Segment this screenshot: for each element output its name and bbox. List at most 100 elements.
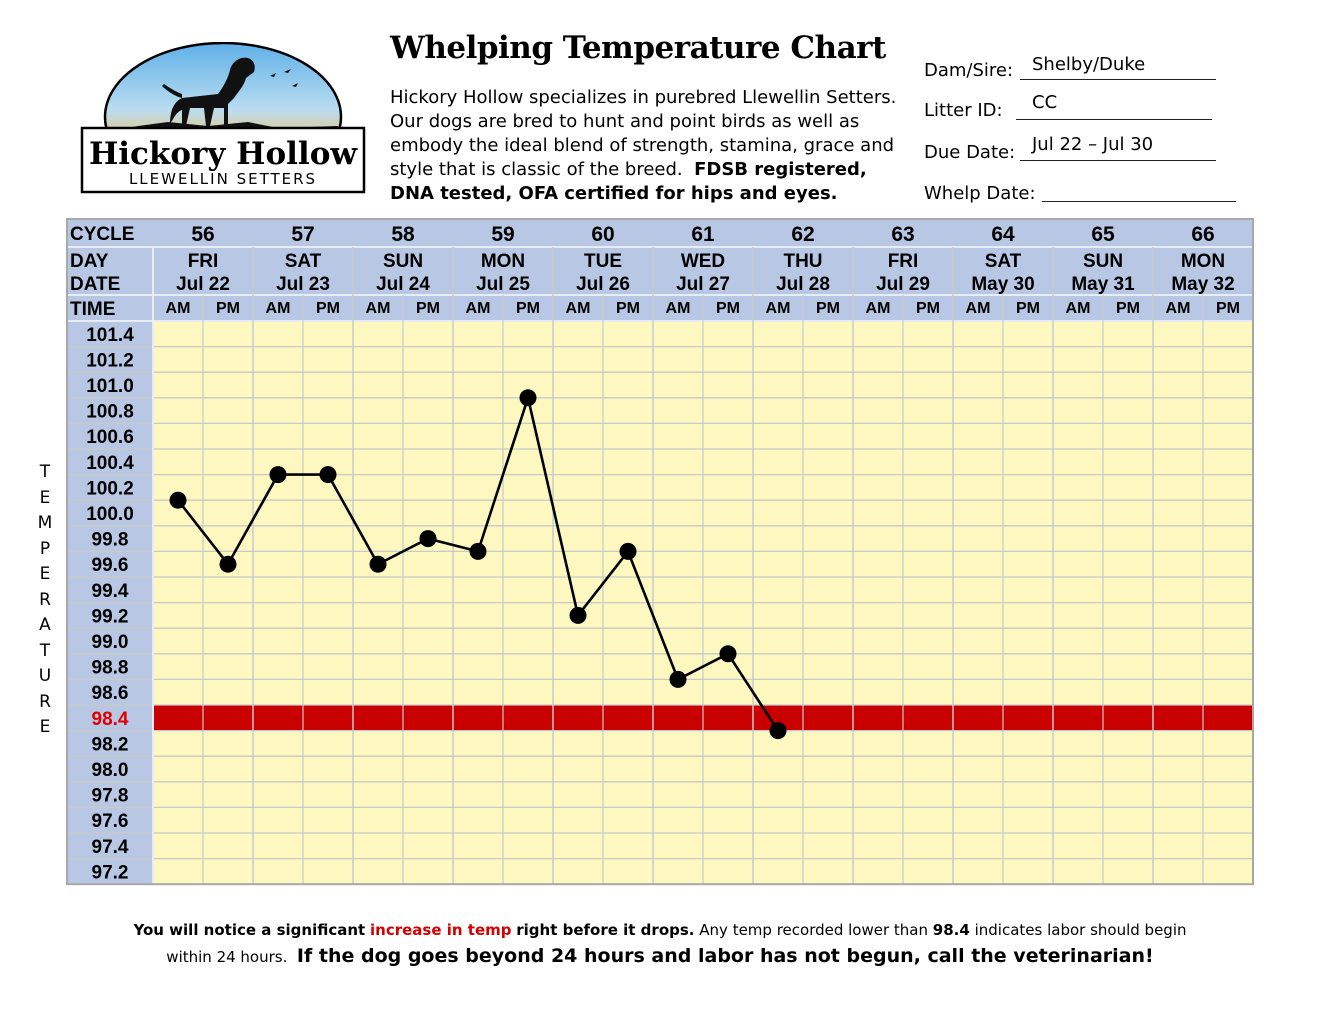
cycle-label: 57 — [291, 223, 314, 246]
due-date-value[interactable]: Jul 22 – Jul 30 — [1032, 134, 1154, 155]
time-label: PM — [1016, 300, 1040, 317]
y-tick-label: 99.6 — [92, 555, 129, 576]
row-label-time: TIME — [70, 299, 115, 320]
data-point-10 — [619, 542, 637, 560]
time-label: PM — [816, 300, 840, 317]
data-point-8 — [519, 389, 537, 407]
y-tick-label: 100.8 — [86, 402, 134, 423]
time-label: AM — [766, 300, 791, 317]
day-label: TUE — [584, 251, 622, 272]
time-label: PM — [616, 300, 640, 317]
logo-line-2: LLEWELLIN SETTERS — [129, 170, 317, 188]
y-tick-label: 97.2 — [92, 862, 129, 883]
time-label: PM — [1116, 300, 1140, 317]
date-label: Jul 23 — [276, 274, 330, 295]
y-tick-label: 100.0 — [86, 504, 134, 525]
y-axis-label-letter: P — [39, 538, 51, 559]
intro-line-4: style that is classic of the breed. — [390, 159, 683, 180]
data-point-4 — [319, 466, 337, 484]
row-label-date: DATE — [70, 274, 120, 295]
y-tick-label: 97.8 — [92, 786, 129, 807]
footnote: You will notice a significant increase i… — [0, 918, 1320, 971]
y-axis-label-letter: A — [39, 615, 51, 635]
y-axis-label-letter: T — [39, 640, 51, 661]
y-tick-label: 97.4 — [92, 837, 129, 858]
footnote-part-4: Any temp recorded lower than — [699, 921, 929, 939]
y-tick-label: 100.4 — [86, 453, 134, 474]
y-tick-label: 101.2 — [86, 350, 134, 371]
date-label: Jul 24 — [376, 274, 430, 295]
data-point-2 — [219, 555, 237, 573]
intro-line-1: Hickory Hollow specializes in purebred L… — [390, 87, 897, 108]
time-label: PM — [316, 300, 340, 317]
time-label: PM — [216, 300, 240, 317]
time-label: AM — [466, 300, 491, 317]
litter-id-value[interactable]: CC — [1032, 92, 1058, 113]
data-point-1 — [169, 491, 187, 509]
day-label: THU — [783, 251, 822, 272]
y-tick-label: 98.8 — [92, 658, 129, 679]
data-point-3 — [269, 466, 287, 484]
time-label: AM — [666, 300, 691, 317]
y-axis-label-letter: R — [39, 589, 51, 610]
dam-sire-value[interactable]: Shelby/Duke — [1032, 54, 1146, 75]
y-tick-label: 101.0 — [86, 376, 134, 397]
y-tick-label: 101.4 — [86, 325, 134, 346]
date-label: Jul 26 — [576, 274, 630, 295]
intro-line-2: Our dogs are bred to hunt and point bird… — [390, 111, 860, 132]
y-axis-label-letter: R — [39, 691, 51, 712]
time-label: PM — [516, 300, 540, 317]
data-point-9 — [569, 606, 587, 624]
footnote-threshold: 98.4 — [932, 921, 970, 939]
day-label: FRI — [888, 251, 919, 272]
day-label: WED — [681, 251, 725, 272]
time-label: PM — [916, 300, 940, 317]
day-label: SAT — [985, 251, 1022, 272]
time-label: PM — [716, 300, 740, 317]
time-label: AM — [966, 300, 991, 317]
intro-bold-2: DNA tested, OFA certified for hips and e… — [390, 183, 838, 204]
y-tick-label: 98.2 — [92, 734, 129, 755]
litter-id-line — [1016, 119, 1212, 120]
y-axis-label-letter: E — [39, 717, 51, 737]
time-label: AM — [366, 300, 391, 317]
hickory-hollow-logo: Hickory Hollow LLEWELLIN SETTERS — [80, 42, 366, 194]
footnote-highlight: increase in temp — [370, 921, 512, 939]
y-tick-label: 100.2 — [86, 478, 134, 499]
day-label: FRI — [188, 251, 219, 272]
page-title: Whelping Temperature Chart — [390, 30, 886, 66]
footnote-warning: If the dog goes beyond 24 hours and labo… — [296, 945, 1154, 967]
cycle-label: 58 — [391, 223, 415, 246]
time-label: AM — [1166, 300, 1191, 317]
time-label: AM — [266, 300, 291, 317]
litter-id-label: Litter ID: — [924, 100, 1003, 121]
date-label: Jul 25 — [476, 274, 530, 295]
y-axis-label-letter: E — [39, 487, 51, 508]
logo-line-1: Hickory Hollow — [89, 136, 358, 172]
date-label: May 31 — [1071, 274, 1135, 295]
intro-line-3: embody the ideal blend of strength, stam… — [390, 135, 895, 156]
y-tick-label: 99.8 — [92, 530, 129, 551]
cycle-label: 64 — [991, 223, 1015, 246]
date-label: Jul 28 — [776, 274, 830, 295]
y-tick-label: 99.0 — [92, 632, 129, 653]
time-label: AM — [566, 300, 591, 317]
day-label: MON — [1181, 251, 1225, 272]
y-tick-label: 98.0 — [92, 760, 129, 781]
y-tick-label: 99.2 — [92, 606, 129, 627]
y-tick-label: 97.6 — [92, 811, 129, 832]
date-label: May 32 — [1171, 274, 1234, 295]
cycle-label: 60 — [591, 223, 614, 246]
due-date-label: Due Date: — [924, 142, 1016, 163]
footnote-part-6: indicates labor should begin — [974, 921, 1187, 939]
cycle-label: 65 — [1091, 223, 1115, 246]
day-label: SUN — [383, 251, 423, 272]
y-axis-label-letter: E — [39, 564, 51, 584]
y-axis-label-letter: M — [37, 513, 53, 533]
row-label-day: DAY — [70, 251, 109, 272]
day-label: SAT — [285, 251, 322, 272]
chart-border — [66, 218, 1254, 886]
dam-sire-label: Dam/Sire: — [924, 60, 1014, 81]
y-tick-label: 100.6 — [86, 427, 134, 448]
y-axis-label-letter: U — [38, 666, 52, 686]
